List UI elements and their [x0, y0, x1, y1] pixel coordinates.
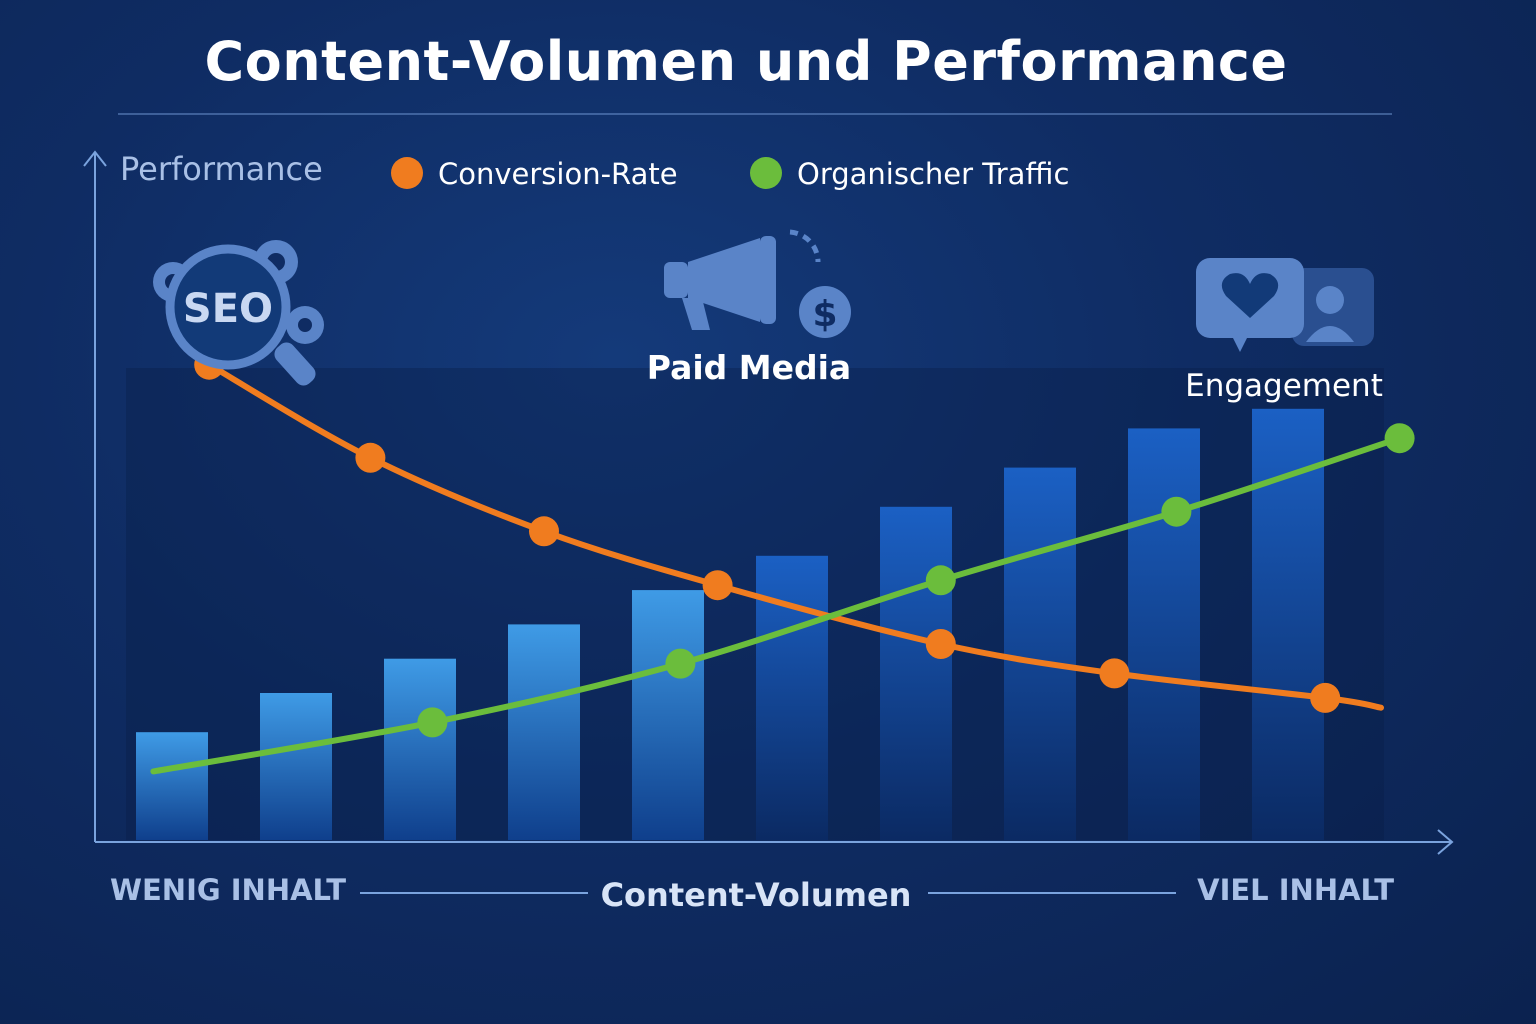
series-2-point-1 [417, 707, 448, 738]
bar-8 [1004, 467, 1076, 840]
bar-2 [260, 693, 332, 840]
bar-1 [136, 732, 208, 840]
series-2-point-2 [665, 648, 696, 679]
series-1-point-5 [925, 629, 956, 659]
megaphone-icon: $ [664, 229, 851, 338]
engagement-label: Engagement [1185, 368, 1383, 404]
series-line-2 [150, 435, 1403, 775]
series-1-point-6 [1099, 658, 1130, 689]
bar-5 [632, 590, 704, 840]
legend: Conversion-Rate Organischer Traffic [391, 157, 1069, 191]
series-1-point-4 [702, 570, 733, 601]
x-axis-label: Content-Volumen [601, 876, 912, 914]
y-axis-arrow-icon [83, 150, 107, 167]
chart-title: Content-Volumen und Performance [204, 30, 1288, 93]
bars-layer [136, 408, 1324, 840]
series-line-1 [206, 361, 1384, 711]
series-2-point-4 [1161, 496, 1192, 527]
bar-3 [384, 658, 456, 840]
engagement-icon [1196, 258, 1374, 352]
series-1-point-7 [1310, 682, 1341, 713]
bar-4 [508, 624, 580, 840]
seo-icon: SEO [153, 240, 324, 386]
y-axis-label: Performance [120, 150, 323, 188]
legend-dot-traffic [750, 157, 782, 189]
x-start-label: WENIG INHALT [110, 873, 346, 907]
x-axis-arrow-icon [1437, 829, 1454, 855]
bar-9 [1128, 428, 1200, 840]
legend-dot-conversion [391, 157, 423, 189]
series-2-point-3 [925, 565, 956, 596]
dollar-icon: $ [812, 294, 837, 335]
bar-7 [880, 506, 952, 840]
series-1-point-3 [529, 516, 559, 547]
series-1-point-2 [355, 442, 386, 473]
y-axis [83, 150, 107, 842]
title-divider [118, 113, 1392, 115]
paid-media-label: Paid Media [647, 348, 851, 387]
x-end-label: VIEL INHALT [1197, 873, 1394, 907]
lines-layer [150, 349, 1415, 775]
legend-label-traffic: Organischer Traffic [797, 157, 1069, 191]
seo-icon-label: SEO [183, 286, 273, 332]
legend-label-conversion: Conversion-Rate [438, 157, 678, 191]
x-axis [95, 829, 1454, 855]
series-2-point-5 [1384, 423, 1415, 454]
